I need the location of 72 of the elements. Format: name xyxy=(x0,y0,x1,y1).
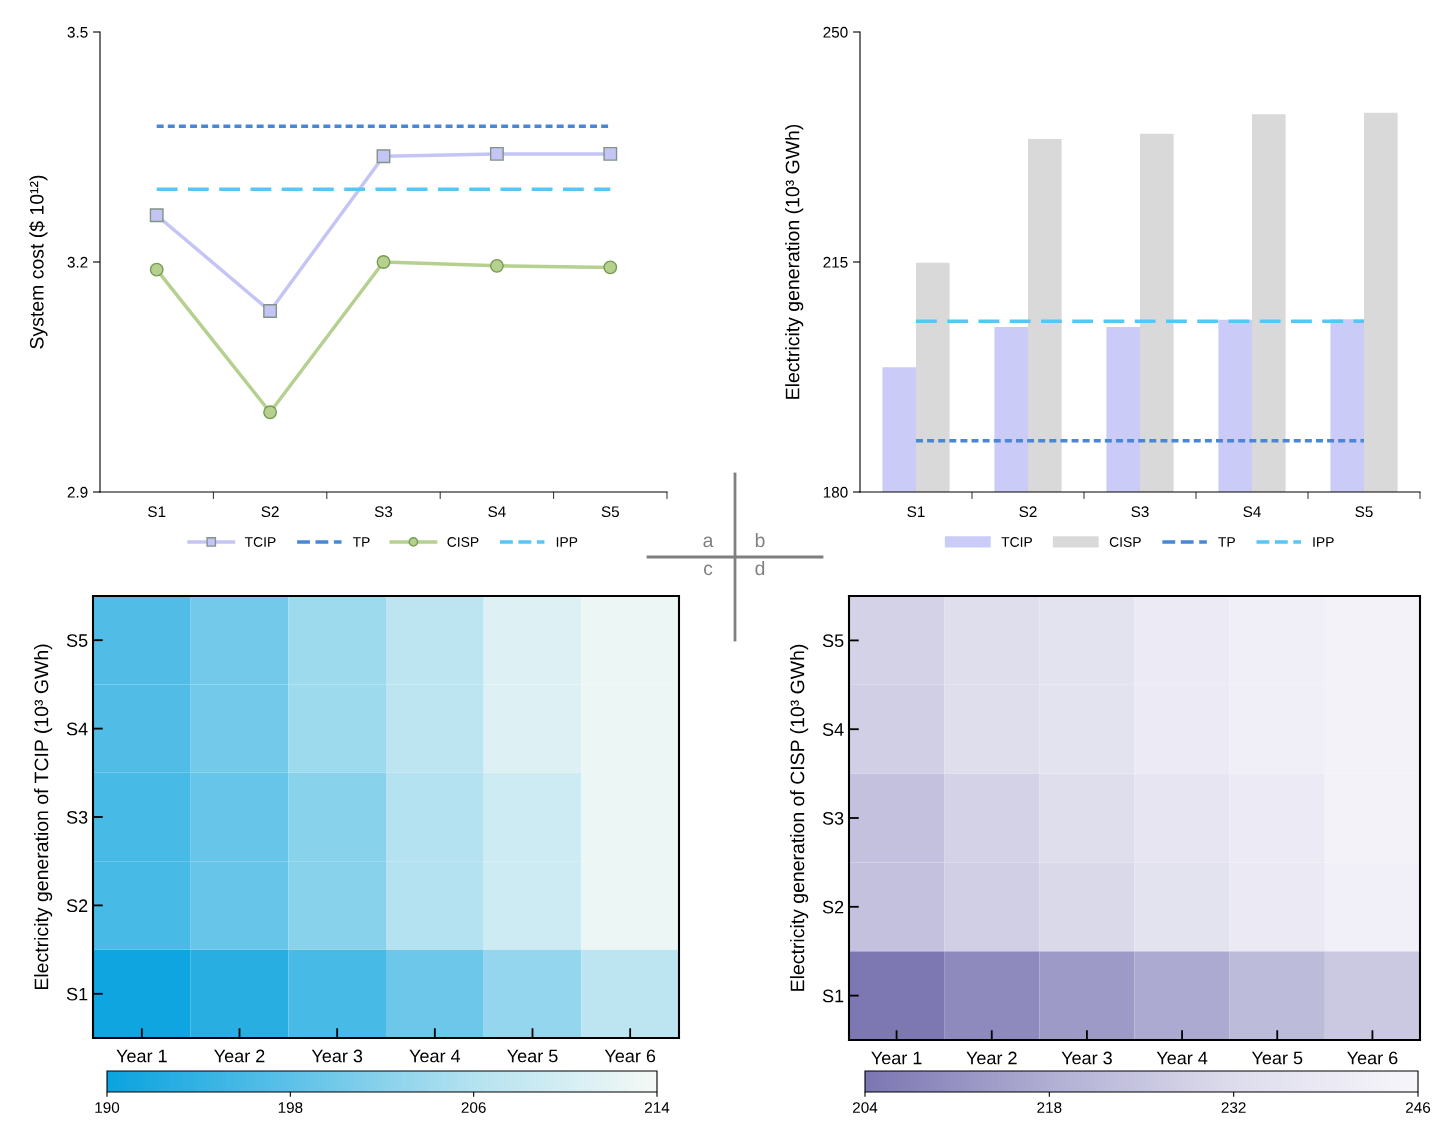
point xyxy=(263,405,278,420)
point xyxy=(489,146,504,161)
x-tick-label: Year 5 xyxy=(507,1049,558,1063)
color-bar-label: 198 xyxy=(278,1102,303,1113)
x-tick-label: S2 xyxy=(1019,506,1037,518)
x-tick-label: S3 xyxy=(374,506,393,518)
y-tick-label: S2 xyxy=(822,900,844,914)
y-tick-label: S4 xyxy=(66,722,88,736)
point xyxy=(376,149,391,164)
x-tick-label: S5 xyxy=(1355,506,1373,518)
x-tick-label: Year 3 xyxy=(311,1049,363,1063)
legend-label: TCIP xyxy=(244,537,276,547)
legend-label: TP xyxy=(352,537,370,547)
y-tick-label: S4 xyxy=(822,723,844,736)
y-tick-label: 3.5 xyxy=(67,26,88,38)
color-bar-label: 206 xyxy=(461,1102,486,1113)
point xyxy=(376,255,391,269)
x-tick-label: Year 1 xyxy=(116,1049,167,1063)
color-bar-label: 232 xyxy=(1221,1102,1246,1113)
y-tick-label: 250 xyxy=(823,26,848,38)
color-bar-label: 218 xyxy=(1037,1102,1062,1113)
legend-label: IPP xyxy=(556,537,578,547)
color-bar-label: 190 xyxy=(95,1102,120,1113)
x-tick-label: Year 4 xyxy=(409,1049,461,1063)
text: d xyxy=(755,560,765,576)
x-tick-label: S4 xyxy=(1243,506,1261,518)
point xyxy=(489,258,504,273)
point xyxy=(149,262,164,277)
x-tick-label: S3 xyxy=(1131,506,1149,518)
x-tick-label: Year 3 xyxy=(1061,1051,1112,1065)
x-tick-label: S4 xyxy=(488,506,506,518)
x-tick-label: Year 2 xyxy=(966,1051,1017,1065)
x-tick-label: S5 xyxy=(601,506,619,518)
x-tick-label: Year 5 xyxy=(1251,1051,1303,1065)
y-tick-label: 2.9 xyxy=(67,486,88,498)
x-tick-label: S1 xyxy=(907,506,925,518)
y-tick-label: S3 xyxy=(66,810,88,824)
x-tick-label: Year 4 xyxy=(1156,1051,1208,1065)
x-tick-label: S1 xyxy=(148,506,166,518)
y-axis-title: System cost ($ 10¹²) xyxy=(29,175,48,349)
point xyxy=(149,208,164,223)
x-tick-label: Year 1 xyxy=(871,1051,922,1065)
y-tick-label: 3.2 xyxy=(67,256,88,268)
y-tick-label: S3 xyxy=(822,811,844,825)
y-tick-label: 215 xyxy=(823,256,848,268)
legend-label: TCIP xyxy=(1001,537,1032,547)
text: b xyxy=(755,532,765,548)
y-axis-title: Electricity generation of TCIP (10³ GWh) xyxy=(34,644,53,990)
y-tick-label: S2 xyxy=(66,899,88,913)
text: a xyxy=(703,536,714,548)
color-bar-label: 214 xyxy=(645,1102,670,1113)
legend-label: CISP xyxy=(1109,537,1141,547)
color-bar-label: 246 xyxy=(1406,1102,1431,1113)
y-tick-label: S1 xyxy=(66,987,88,1001)
text: c xyxy=(703,564,713,576)
y-axis-title: Electricity generation of CISP (10³ GWh) xyxy=(790,644,809,991)
y-axis-title: Electricity generation (10³ GWh) xyxy=(785,124,804,399)
legend-label: TP xyxy=(1218,537,1235,547)
x-tick-label: Year 2 xyxy=(214,1049,265,1063)
y-tick-label: S5 xyxy=(66,634,88,647)
x-tick-label: S2 xyxy=(261,506,279,518)
legend-label: IPP xyxy=(1313,537,1334,547)
x-tick-label: Year 6 xyxy=(604,1049,656,1063)
point xyxy=(603,146,618,161)
point xyxy=(603,260,618,275)
color-bar-label: 204 xyxy=(853,1102,878,1113)
point xyxy=(263,304,278,319)
legend-label: CISP xyxy=(447,537,479,547)
x-tick-label: Year 6 xyxy=(1347,1051,1398,1065)
y-tick-label: S5 xyxy=(822,634,844,648)
y-tick-label: 180 xyxy=(823,486,848,498)
y-tick-label: S1 xyxy=(822,989,844,1003)
